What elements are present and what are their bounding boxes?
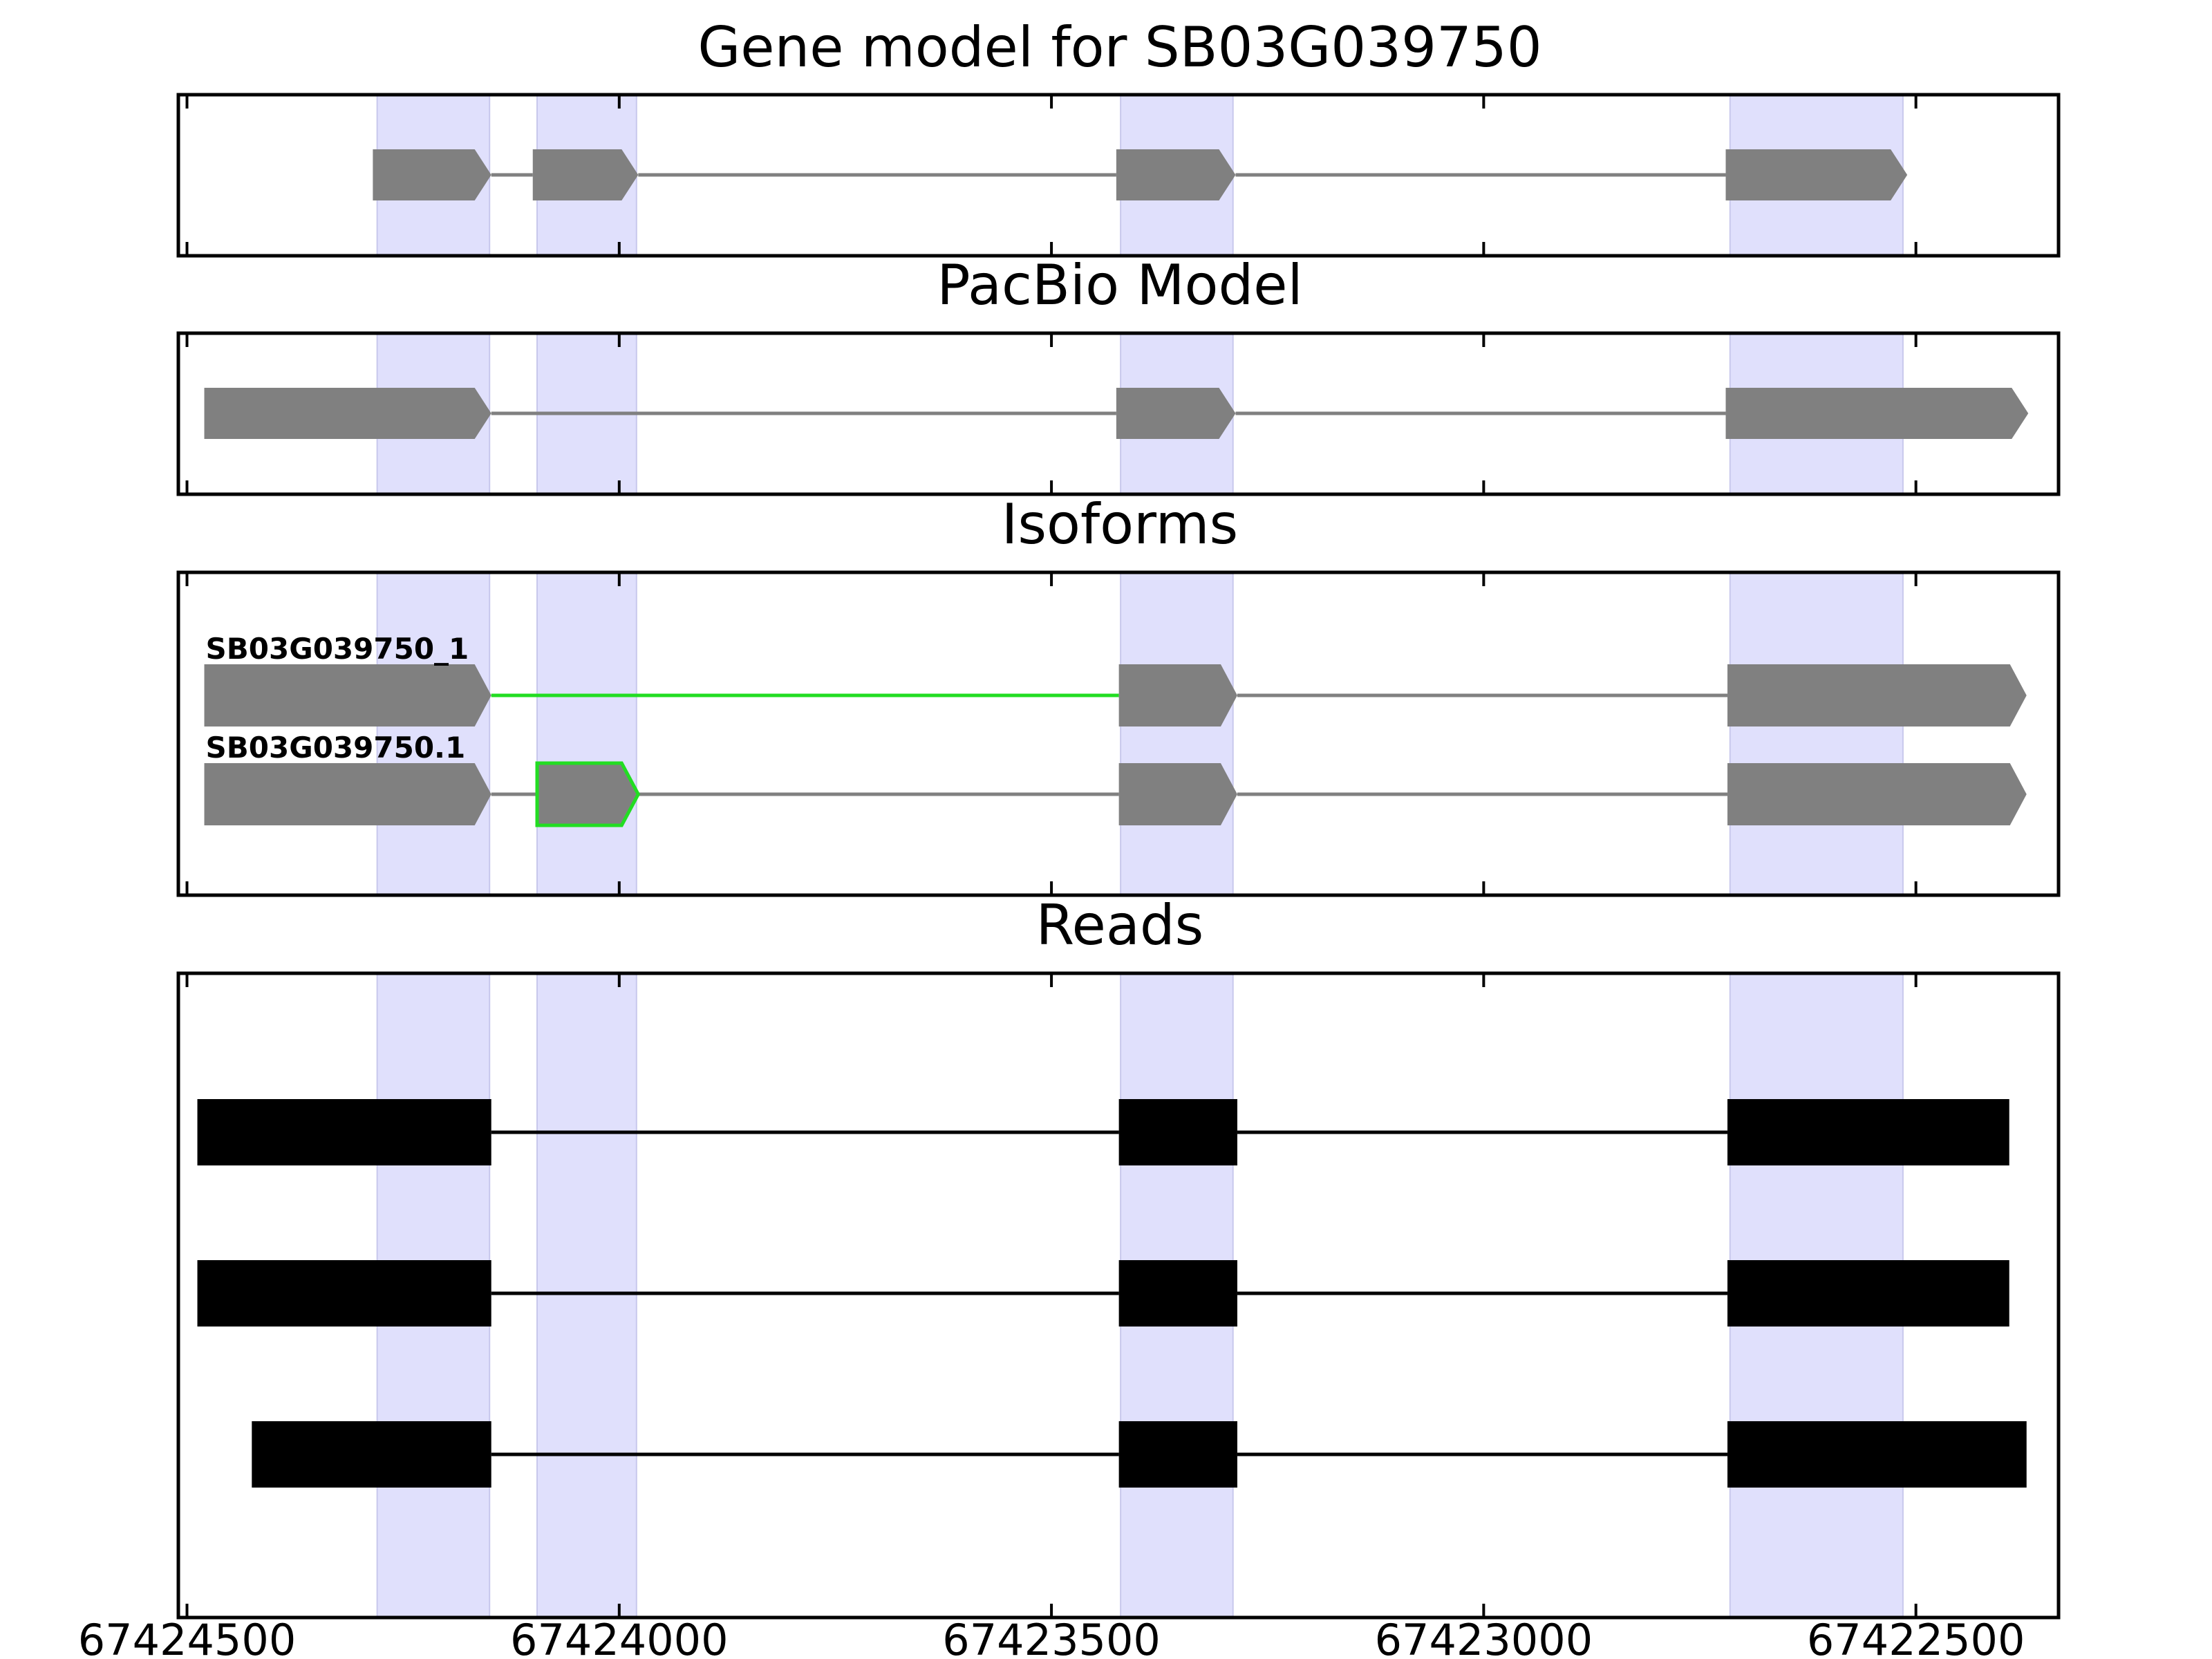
- isoforms-highlight-band-1: [376, 572, 491, 896]
- gene-model-track-1-exon-3: [1116, 149, 1236, 200]
- reads-track-1-exon-3: [1727, 1099, 2009, 1165]
- x-tick-label: 67423000: [1375, 1615, 1593, 1659]
- isoforms-title: Isoforms: [1002, 492, 1238, 556]
- pacbio-model-title: PacBio Model: [937, 253, 1302, 317]
- isoforms-highlight-band-3: [1120, 572, 1234, 896]
- plot-area: SB03G039750_1 SB03G039750.1 67424500 674240…: [78, 93, 2061, 1659]
- gene-model-panel-frame: [176, 93, 2061, 258]
- pacbio-model-track-1-exon-1: [204, 388, 491, 439]
- x-tick-label: 67424500: [78, 1615, 297, 1659]
- isoforms-highlight-band-4: [1729, 572, 1904, 896]
- reads-track-2-exon-1: [197, 1260, 491, 1327]
- isoform-label: SB03G039750_1: [206, 632, 469, 666]
- reads-track-3-exon-3: [1727, 1421, 2027, 1488]
- reads-track-3-exon-1: [252, 1421, 491, 1488]
- x-tick-label: 67422500: [1807, 1615, 2025, 1659]
- reads-title: Reads: [1036, 893, 1204, 957]
- gene-model-track-1-exon-1: [373, 149, 491, 200]
- isoforms-track-1-exon-3: [1727, 664, 2027, 727]
- isoforms-track-2-exon-1: [204, 763, 491, 825]
- gene-model-track-1-exon-2: [532, 149, 639, 200]
- pacbio-model-panel-frame: [176, 331, 2061, 496]
- isoforms-track-2-exon-2: [535, 761, 641, 827]
- isoform-label: SB03G039750.1: [206, 731, 466, 765]
- reads-track-2-exon-2: [1118, 1260, 1237, 1327]
- x-tick-label: 67423500: [942, 1615, 1161, 1659]
- isoforms-track-2-exon-3: [1118, 763, 1237, 825]
- reads-track-2-exon-3: [1727, 1260, 2009, 1327]
- reads-track-3-exon-2: [1118, 1421, 1237, 1488]
- pacbio-model-track-1-exon-2: [1116, 388, 1236, 439]
- pacbio-model-track-1-exon-3: [1725, 388, 2029, 439]
- reads-panel-frame: [176, 971, 2061, 1620]
- isoforms-track-1-exon-2: [1118, 664, 1237, 727]
- gene-model-track-1-exon-4: [1725, 149, 1908, 200]
- isoforms-panel-frame: [176, 570, 2061, 897]
- x-tick-label: 67424000: [510, 1615, 729, 1659]
- isoforms-highlight-band-2: [536, 572, 637, 896]
- gene-model-title: Gene model for SB03G039750: [697, 15, 1541, 79]
- reads-track-1-exon-1: [197, 1099, 491, 1165]
- isoforms-track-1-exon-1: [204, 664, 491, 727]
- reads-highlight-band-2: [536, 973, 637, 1618]
- reads-track-1-exon-2: [1118, 1099, 1237, 1165]
- isoforms-track-2-exon-4: [1727, 763, 2027, 825]
